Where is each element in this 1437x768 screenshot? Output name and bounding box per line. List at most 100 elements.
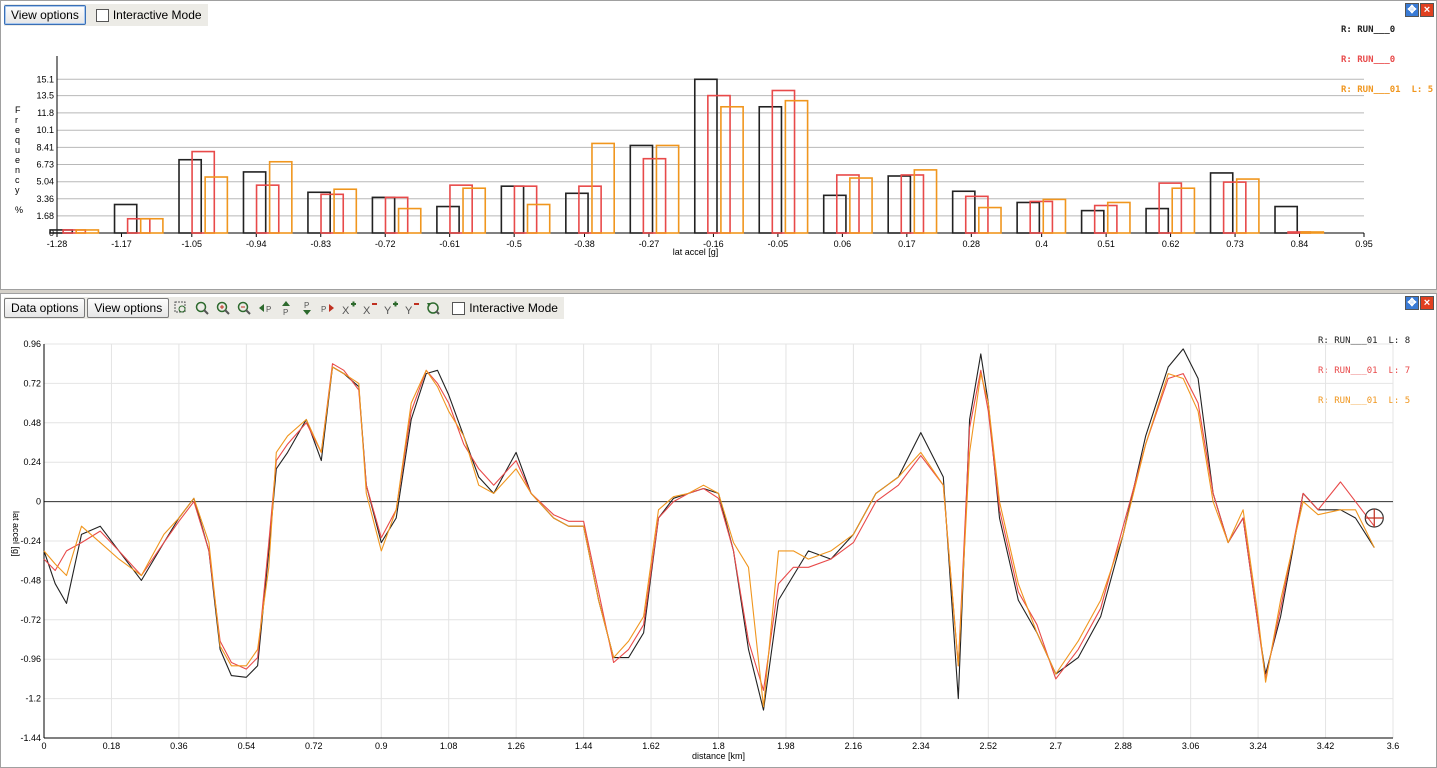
- close-panel-icon[interactable]: ×: [1420, 296, 1434, 310]
- x-tick-label: 1.44: [575, 741, 593, 751]
- histogram-bar: [951, 190, 976, 234]
- y-zoom-in-icon[interactable]: Y: [381, 298, 401, 318]
- x-tick-label: -0.72: [375, 239, 396, 249]
- histogram-bar: [913, 169, 938, 234]
- histogram-bar: [578, 185, 602, 234]
- y-tick-label: 1.68: [36, 211, 54, 221]
- x-tick-label: 0.18: [103, 741, 121, 751]
- x-tick-label: 2.16: [845, 741, 863, 751]
- zoom-region-icon[interactable]: [192, 298, 212, 318]
- histogram-bar: [977, 206, 1002, 234]
- x-tick-label: 0.95: [1355, 239, 1373, 249]
- y-tick-label: 0: [36, 497, 41, 507]
- x-tick-label: 0.84: [1291, 239, 1309, 249]
- x-tick-label: 2.88: [1114, 741, 1132, 751]
- histogram-bar: [526, 203, 551, 234]
- line-chart-panel: Data options View options P P P P X X Y …: [0, 293, 1437, 768]
- y-tick-label: 0.96: [23, 339, 41, 349]
- histogram-panel: View options Interactive Mode R: RUN___0…: [0, 0, 1437, 290]
- x-tick-label: 2.34: [912, 741, 930, 751]
- interactive-mode-checkbox[interactable]: [452, 301, 466, 315]
- histogram-bar: [758, 105, 783, 234]
- svg-text:X: X: [342, 305, 350, 316]
- x-tick-label: 0.36: [170, 741, 188, 751]
- zoom-out-icon[interactable]: [234, 298, 254, 318]
- histogram-bar: [655, 144, 680, 234]
- legend-entry: R: RUN___01 L: 8: [1318, 336, 1411, 346]
- move-panel-icon[interactable]: ✥: [1405, 3, 1419, 17]
- y-tick-label: 11.8: [37, 108, 54, 118]
- pan-right-icon[interactable]: P: [318, 298, 338, 318]
- pan-left-icon[interactable]: P: [255, 298, 275, 318]
- y-tick-label: 0.72: [23, 378, 41, 388]
- y-tick-label: -1.44: [20, 733, 41, 743]
- y-tick-label: 0.24: [23, 457, 41, 467]
- x-zoom-out-icon[interactable]: X: [360, 298, 380, 318]
- histogram-bar: [178, 158, 203, 234]
- histogram-bar: [397, 207, 422, 234]
- x-tick-label: 1.26: [507, 741, 525, 751]
- histogram-bar: [1209, 172, 1234, 234]
- histogram-bar: [191, 150, 216, 234]
- histogram-bar: [384, 196, 409, 234]
- reset-view-icon[interactable]: [423, 298, 443, 318]
- pan-down-icon[interactable]: P: [297, 298, 317, 318]
- interactive-mode-label: Interactive Mode: [469, 301, 558, 315]
- series-line: [43, 363, 1375, 691]
- x-tick-label: 0.17: [898, 239, 916, 249]
- histogram-bar: [513, 185, 538, 234]
- y-tick-label: 6.73: [36, 159, 54, 169]
- line-chart-legend: R: RUN___01 L: 8 R: RUN___01 L: 7 R: RUN…: [1318, 316, 1410, 426]
- view-options-button[interactable]: View options: [4, 5, 86, 25]
- legend-entry: R: RUN___01 L: 5: [1318, 396, 1411, 406]
- x-tick-label: 3.6: [1387, 741, 1400, 751]
- move-panel-icon[interactable]: ✥: [1405, 296, 1419, 310]
- histogram-bar: [1093, 204, 1118, 234]
- x-tick-label: -0.94: [246, 239, 267, 249]
- histogram-bar: [591, 142, 615, 234]
- line-chart: 0 0.18 0.36 0.54 0.72 0.9 1.08 1.26 1.44 1.62 1.8 1…: [11, 339, 1400, 761]
- histogram-bar: [1300, 231, 1325, 234]
- histogram-bar: [720, 105, 744, 234]
- histogram-bar: [900, 174, 925, 234]
- histogram-bar: [1106, 201, 1131, 234]
- close-panel-icon[interactable]: ×: [1420, 3, 1434, 17]
- x-tick-label: 3.42: [1317, 741, 1335, 751]
- x-axis-label: lat accel [g]: [673, 247, 719, 257]
- y-tick-label: -0.72: [20, 615, 41, 625]
- series-line: [43, 348, 1375, 711]
- x-tick-label: -0.38: [574, 239, 595, 249]
- x-zoom-in-icon[interactable]: X: [339, 298, 359, 318]
- interactive-mode-toggle[interactable]: Interactive Mode: [452, 301, 558, 315]
- histogram-bar: [449, 184, 473, 234]
- y-zoom-out-icon[interactable]: Y: [402, 298, 422, 318]
- view-options-button[interactable]: View options: [87, 298, 170, 318]
- zoom-box-icon[interactable]: [171, 298, 191, 318]
- y-tick-label: 15.1: [36, 74, 54, 84]
- histogram-bar: [849, 177, 873, 234]
- x-tick-label: 3.06: [1182, 741, 1200, 751]
- x-tick-label: 1.98: [777, 741, 795, 751]
- x-tick-label: 0.06: [834, 239, 852, 249]
- y-tick-label: 10.1: [36, 125, 54, 135]
- x-tick-label: -1.17: [111, 239, 132, 249]
- legend-entry: R: RUN___01 L: 7: [1318, 366, 1411, 376]
- x-tick-label: 0.28: [963, 239, 981, 249]
- y-tick-label: -0.48: [20, 575, 41, 585]
- histogram-bar: [1222, 181, 1247, 234]
- histogram-toolbar: View options Interactive Mode: [4, 4, 208, 26]
- histogram-bar: [565, 192, 589, 234]
- histogram-bar: [1235, 178, 1260, 234]
- series-line: [43, 366, 1375, 708]
- histogram-bar: [255, 184, 280, 234]
- zoom-in-icon[interactable]: [213, 298, 233, 318]
- pan-up-icon[interactable]: P: [276, 298, 296, 318]
- x-tick-label: 0.54: [238, 741, 256, 751]
- svg-text:P: P: [304, 301, 309, 310]
- interactive-mode-toggle[interactable]: Interactive Mode: [95, 8, 202, 22]
- interactive-mode-checkbox[interactable]: [95, 8, 109, 22]
- histogram-bar: [642, 157, 667, 234]
- histogram-bar: [1158, 182, 1183, 234]
- data-options-button[interactable]: Data options: [4, 298, 86, 318]
